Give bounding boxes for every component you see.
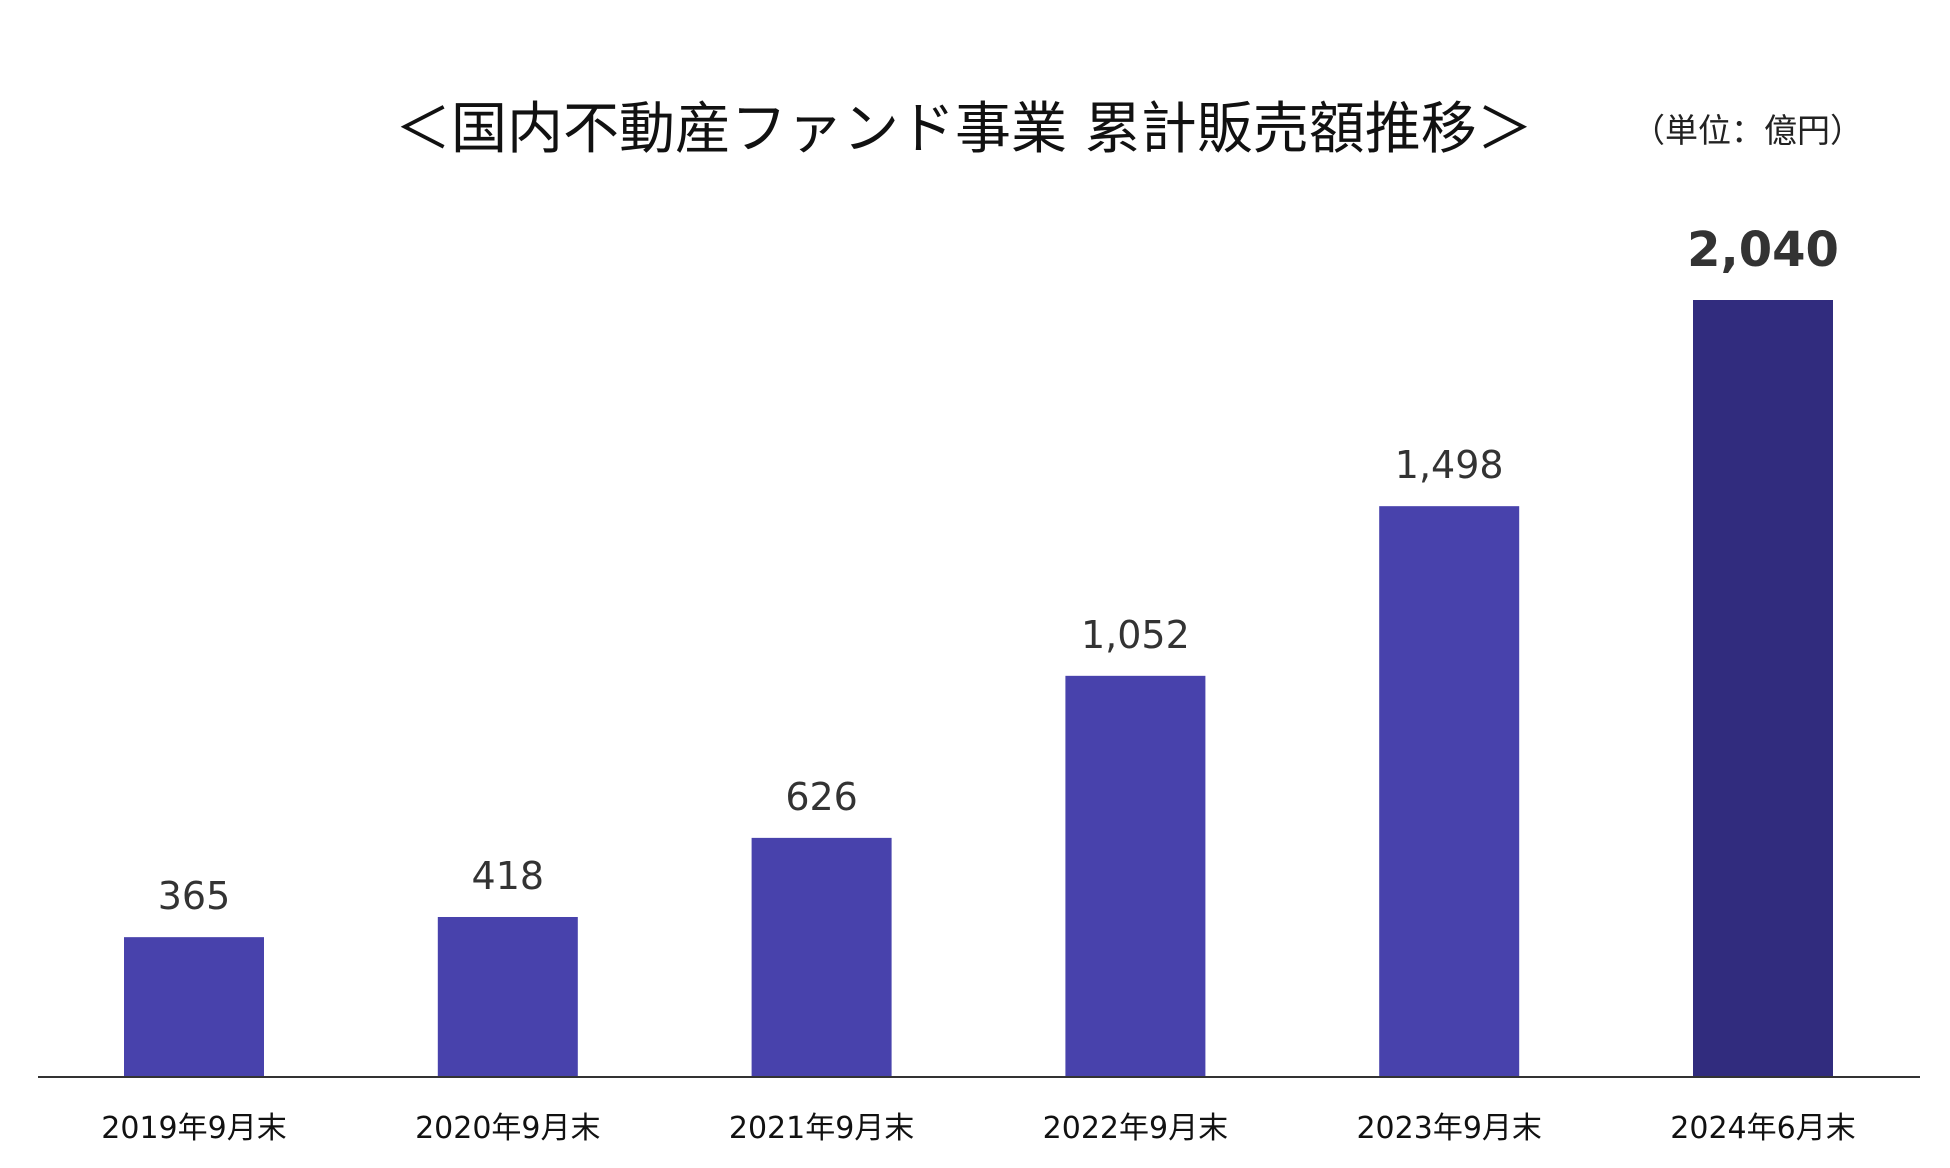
- chart-title: ＜国内不動産ファンド事業 累計販売額推移＞: [395, 97, 1533, 162]
- bar-2022年9月末: [1065, 675, 1206, 1076]
- bar-2020年9月末: [437, 916, 578, 1076]
- data-label: 1,052: [1081, 613, 1190, 657]
- data-label: 365: [158, 874, 231, 918]
- bar-2021年9月末: [751, 837, 892, 1076]
- data-label: 2,040: [1687, 222, 1839, 278]
- category-label: 2019年9月末: [101, 1111, 286, 1146]
- category-label: 2021年9月末: [729, 1111, 914, 1146]
- unit-label: （単位：億円）: [1632, 111, 1863, 150]
- category-label: 2020年9月末: [415, 1111, 600, 1146]
- category-label: 2024年6月末: [1670, 1111, 1855, 1146]
- bar-2019年9月末: [124, 937, 264, 1076]
- data-label: 1,498: [1395, 443, 1504, 487]
- bar-2023年9月末: [1379, 506, 1520, 1076]
- category-label: 2022年9月末: [1043, 1111, 1228, 1146]
- data-label: 418: [472, 854, 545, 898]
- category-label: 2023年9月末: [1356, 1111, 1541, 1146]
- data-label: 626: [785, 775, 858, 819]
- bar-2024年6月末: [1693, 300, 1833, 1076]
